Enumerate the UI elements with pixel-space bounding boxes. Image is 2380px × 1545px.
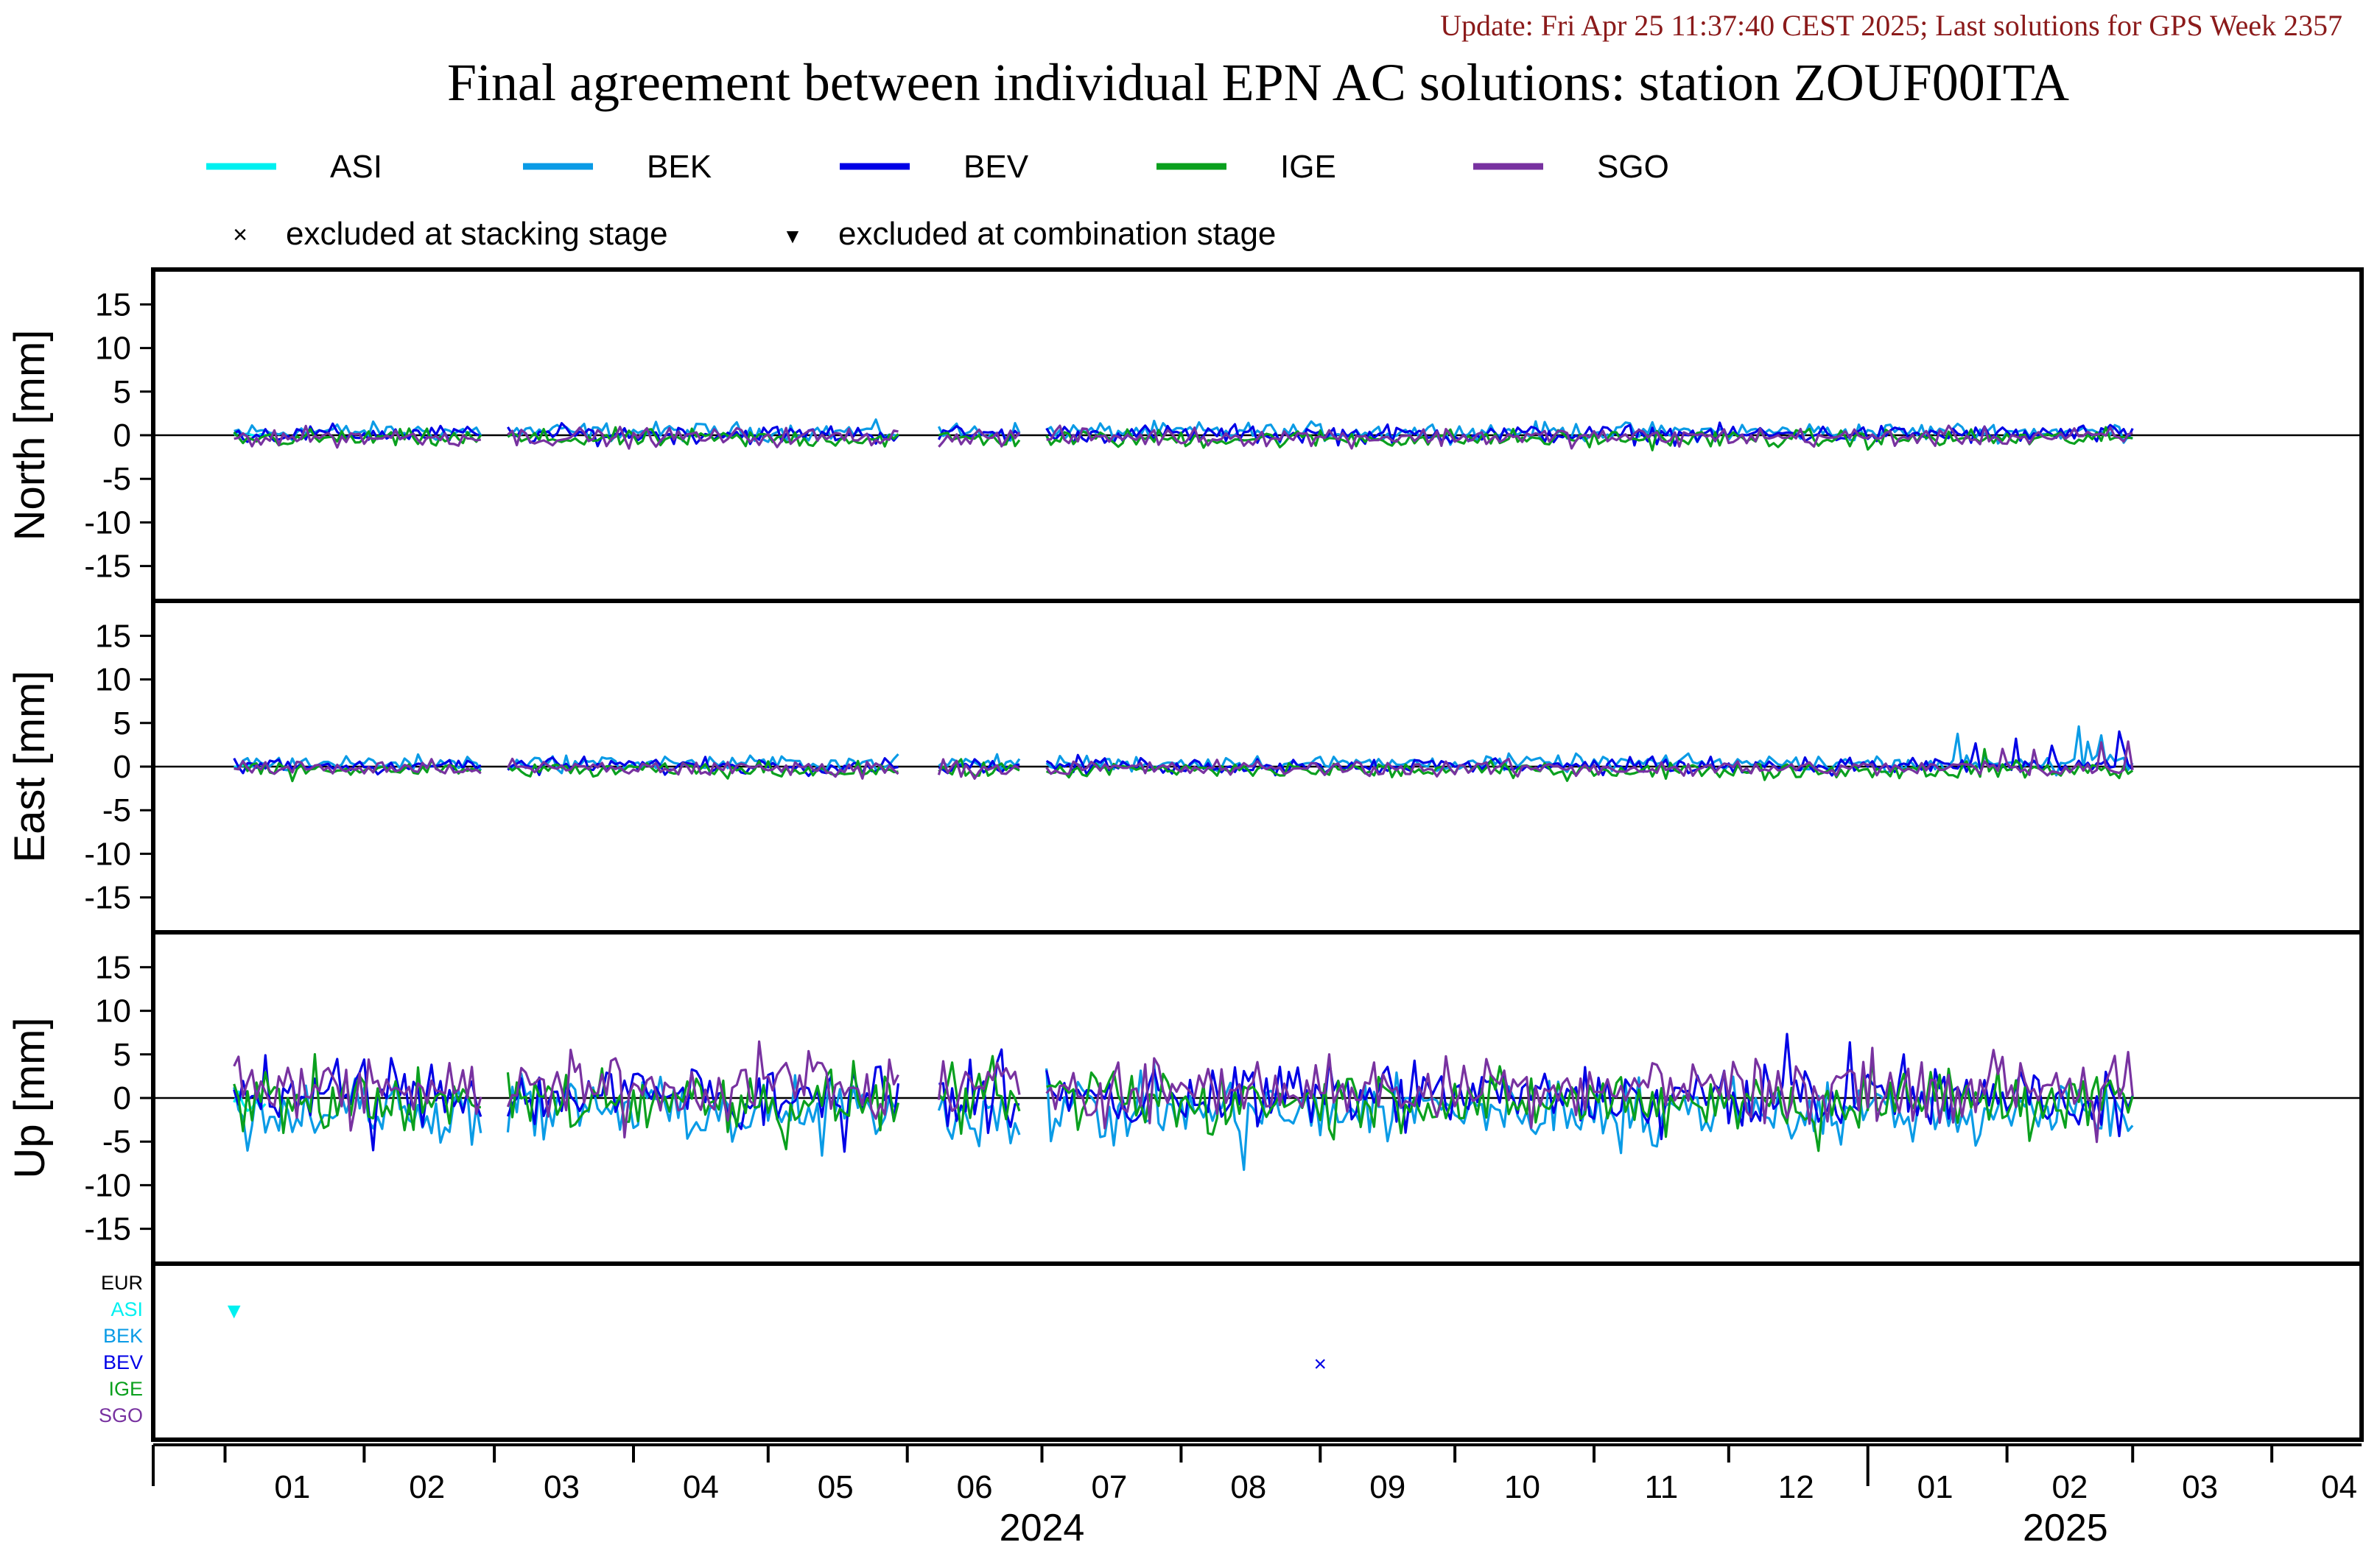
series-line-bev-up xyxy=(233,1054,482,1152)
y-tick-label-up: 5 xyxy=(113,1037,131,1073)
y-tick-label-up: 0 xyxy=(113,1080,131,1116)
legend-label-combination: excluded at combination stage xyxy=(838,216,1276,252)
x-month-label: 11 xyxy=(1645,1469,1679,1505)
x-month-label: 04 xyxy=(683,1469,719,1505)
y-tick-label-east: 10 xyxy=(95,662,131,698)
x-month-label: 01 xyxy=(274,1469,310,1505)
series-line-sgo-east xyxy=(506,757,899,780)
y-tick-label-north: -10 xyxy=(84,504,131,541)
series-line-ige-east xyxy=(938,758,1020,778)
series-line-sgo-up xyxy=(233,1055,482,1132)
x-month-label: 09 xyxy=(1369,1469,1405,1505)
x-month-label: 04 xyxy=(2321,1469,2357,1505)
series-line-sgo-up xyxy=(1045,1046,2134,1144)
legend-label-sgo: SGO xyxy=(1597,149,1669,185)
y-tick-label-north: 5 xyxy=(113,374,131,410)
series-line-sgo-up xyxy=(506,1040,899,1139)
y-tick-label-east: 0 xyxy=(113,749,131,785)
series-line-ige-north xyxy=(507,426,899,448)
legend-label-stacking: excluded at stacking stage xyxy=(286,216,668,252)
series-line-bev-east xyxy=(233,757,482,776)
exclusion-row-label-bev: BEV xyxy=(103,1351,143,1373)
series-line-bev-north xyxy=(1045,421,2134,447)
series-line-sgo-north xyxy=(507,426,899,450)
y-tick-label-north: 10 xyxy=(95,331,131,367)
x-axis: 01 02 03 04 05 06 07 08 09 10 11 12 01 02 03 04 2024 2025 xyxy=(152,1443,2362,1545)
exclusion-row-label-eur: EUR xyxy=(101,1272,143,1294)
series-line-sgo-north xyxy=(234,424,482,449)
x-year-label: 2025 xyxy=(2023,1507,2108,1545)
y-tick-label-east: -15 xyxy=(84,880,131,916)
series-line-sgo-east xyxy=(937,758,1020,780)
y-tick-label-east: 5 xyxy=(113,705,131,742)
exclusions-frame xyxy=(151,1261,2364,1442)
x-month-label: 02 xyxy=(2051,1469,2088,1505)
series-line-ige-up xyxy=(938,1055,1021,1136)
x-month-label: 01 xyxy=(1917,1469,1954,1505)
y-tick-label-east: -10 xyxy=(84,836,131,872)
legend-marker-stacking: × xyxy=(233,221,248,249)
y-tick-label-up: -10 xyxy=(84,1167,131,1203)
x-month-label: 05 xyxy=(818,1469,854,1505)
y-axis-label-up: Up [mm] xyxy=(6,1017,54,1178)
y-tick-label-north: 15 xyxy=(95,286,131,323)
x-month-label: 02 xyxy=(409,1469,445,1505)
series-line-sgo-east xyxy=(1045,740,2134,778)
x-month-label: 12 xyxy=(1778,1469,1814,1505)
x-month-label: 06 xyxy=(957,1469,993,1505)
x-month-label: 10 xyxy=(1504,1469,1540,1505)
legend-label-ige: IGE xyxy=(1280,149,1336,185)
series-line-sgo-north xyxy=(1046,424,2133,450)
y-axis-label-north: North [mm] xyxy=(6,330,54,541)
y-axis-label-east: East [mm] xyxy=(6,670,54,862)
x-month-label: 03 xyxy=(2182,1469,2218,1505)
exclusion-row-label-bek: BEK xyxy=(103,1325,143,1347)
series-line-sgo-east xyxy=(234,758,482,775)
exclusion-marker-stacking: × xyxy=(1314,1352,1327,1376)
y-tick-label-north: 0 xyxy=(113,418,131,454)
y-tick-label-up: 10 xyxy=(95,993,131,1030)
y-tick-label-north: -15 xyxy=(84,549,131,585)
legend-label-bev: BEV xyxy=(963,149,1029,185)
y-tick-label-east: -5 xyxy=(102,792,131,828)
x-month-label: 07 xyxy=(1091,1469,1127,1505)
legend-marker-combination: ▼ xyxy=(782,225,803,247)
y-tick-label-up: 15 xyxy=(95,949,131,985)
legend: ASI BEK BEV IGE SGO × excluded at stacking sta… xyxy=(206,149,1669,252)
exclusion-marker-combination: ▼ xyxy=(223,1299,245,1323)
series-line-ige-up xyxy=(1046,1057,2134,1152)
chart-title: Final agreement between individual EPN A… xyxy=(447,53,2069,112)
series-line-sgo-up xyxy=(937,1060,1021,1113)
series-line-sgo-north xyxy=(938,428,1021,448)
exclusion-row-label-ige: IGE xyxy=(108,1378,143,1400)
y-tick-label-up: -15 xyxy=(84,1211,131,1247)
update-text: Update: Fri Apr 25 11:37:40 CEST 2025; L… xyxy=(1440,9,2342,42)
y-tick-label-north: -5 xyxy=(102,461,131,497)
panels: 15 10 5 0 -5 -10 -15 North [mm] 15 10 5 0 -5 -10 -15 Ea… xyxy=(6,267,2364,1266)
x-month-label: 08 xyxy=(1230,1469,1266,1505)
y-tick-label-east: 15 xyxy=(95,618,131,654)
x-month-label: 03 xyxy=(544,1469,580,1505)
series-line-ige-north xyxy=(1045,426,2133,451)
x-year-label: 2024 xyxy=(1000,1507,1085,1545)
legend-label-asi: ASI xyxy=(330,149,382,185)
exclusion-row-label-asi: ASI xyxy=(110,1298,143,1320)
exclusions-panel: EUR ASI BEK BEV IGE SGO ▼ × xyxy=(99,1261,2364,1442)
y-tick-label-up: -5 xyxy=(102,1124,131,1160)
series-line-bev-east xyxy=(938,758,1020,775)
exclusion-row-label-sgo: SGO xyxy=(99,1404,143,1426)
legend-label-bek: BEK xyxy=(647,149,712,185)
